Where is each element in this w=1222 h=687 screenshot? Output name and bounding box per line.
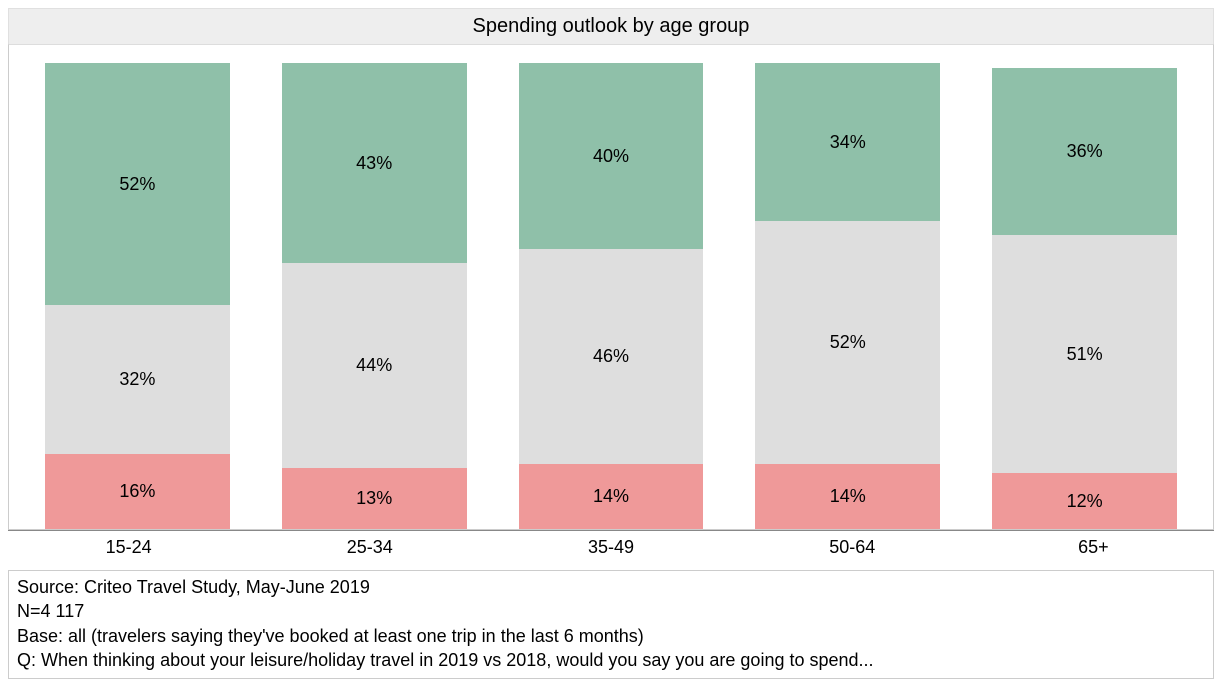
- bar-segment-less: 14%: [519, 464, 704, 529]
- bar-segment-more: 36%: [992, 68, 1177, 236]
- bar-segment-same: 46%: [519, 249, 704, 463]
- bar-column: 34%52%14%: [729, 63, 966, 529]
- x-axis: 15-2425-3435-4950-6465+: [8, 530, 1214, 558]
- bar-segment-same: 51%: [992, 235, 1177, 473]
- bar-column: 52%32%16%: [19, 63, 256, 529]
- bar-column: 36%51%12%: [966, 63, 1203, 529]
- bar-segment-same: 52%: [755, 221, 940, 463]
- bar-segment-same: 44%: [282, 263, 467, 468]
- x-axis-label: 65+: [973, 537, 1214, 558]
- stacked-bar: 34%52%14%: [755, 63, 940, 529]
- chart-footer: Source: Criteo Travel Study, May-June 20…: [8, 570, 1214, 679]
- x-axis-label: 35-49: [490, 537, 731, 558]
- chart-plot-area: 52%32%16%43%44%13%40%46%14%34%52%14%36%5…: [8, 44, 1214, 530]
- stacked-bar: 40%46%14%: [519, 63, 704, 529]
- x-axis-label: 50-64: [732, 537, 973, 558]
- stacked-bar: 43%44%13%: [282, 63, 467, 529]
- bar-segment-more: 34%: [755, 63, 940, 221]
- chart-title: Spending outlook by age group: [8, 8, 1214, 44]
- footer-n: N=4 117: [17, 599, 1205, 623]
- bar-segment-less: 13%: [282, 468, 467, 529]
- bar-segment-more: 40%: [519, 63, 704, 249]
- bar-column: 40%46%14%: [493, 63, 730, 529]
- x-axis-label: 25-34: [249, 537, 490, 558]
- bar-segment-more: 43%: [282, 63, 467, 263]
- bar-segment-more: 52%: [45, 63, 230, 305]
- x-axis-label: 15-24: [8, 537, 249, 558]
- footer-source: Source: Criteo Travel Study, May-June 20…: [17, 575, 1205, 599]
- bar-segment-less: 14%: [755, 464, 940, 529]
- stacked-bar: 36%51%12%: [992, 63, 1177, 529]
- stacked-bar: 52%32%16%: [45, 63, 230, 529]
- bar-segment-less: 16%: [45, 454, 230, 529]
- footer-question: Q: When thinking about your leisure/holi…: [17, 648, 1205, 672]
- bar-segment-same: 32%: [45, 305, 230, 454]
- footer-base: Base: all (travelers saying they've book…: [17, 624, 1205, 648]
- bar-container: 52%32%16%43%44%13%40%46%14%34%52%14%36%5…: [19, 63, 1203, 529]
- bar-column: 43%44%13%: [256, 63, 493, 529]
- bar-segment-less: 12%: [992, 473, 1177, 529]
